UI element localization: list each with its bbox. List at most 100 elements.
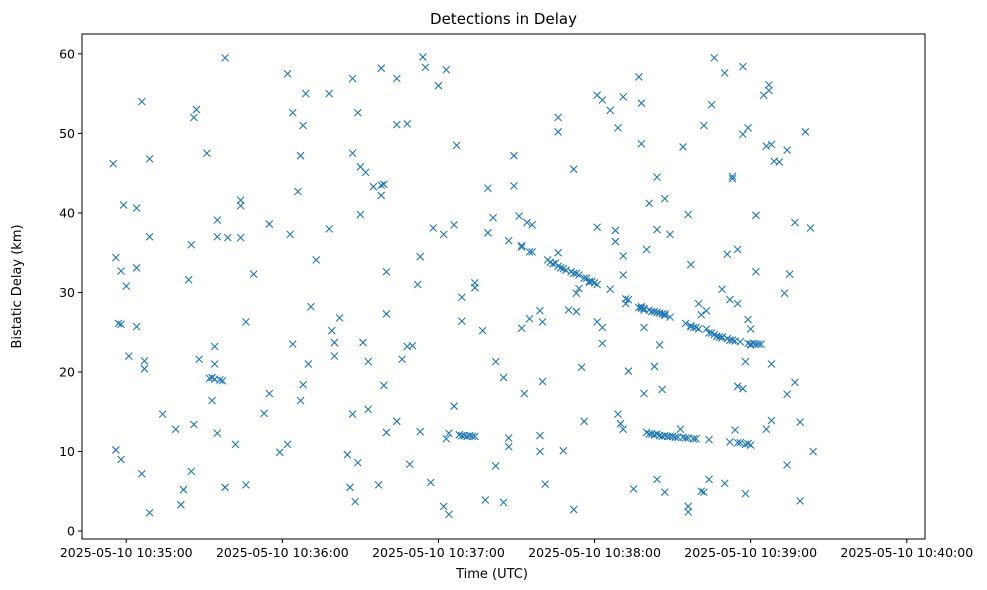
y-tick-label: 30 xyxy=(59,285,75,300)
data-point xyxy=(171,425,180,434)
data-point xyxy=(536,306,544,315)
data-point xyxy=(520,389,529,398)
data-point xyxy=(301,89,310,98)
data-point xyxy=(640,323,648,332)
data-point xyxy=(554,113,563,122)
data-point xyxy=(697,310,706,319)
data-point xyxy=(221,483,229,492)
data-point xyxy=(489,213,497,222)
data-point xyxy=(679,143,687,151)
data-point xyxy=(746,441,755,450)
data-point xyxy=(296,396,305,405)
data-point xyxy=(351,497,360,506)
data-point xyxy=(184,275,193,284)
data-point xyxy=(554,127,563,136)
data-point xyxy=(705,435,713,444)
data-point xyxy=(364,405,373,414)
data-point xyxy=(221,53,229,62)
data-point xyxy=(733,382,742,391)
data-point xyxy=(767,140,776,149)
data-point xyxy=(176,500,185,509)
data-point xyxy=(504,236,513,245)
data-point xyxy=(611,237,620,246)
data-point xyxy=(189,113,198,122)
data-point xyxy=(265,389,274,398)
data-point xyxy=(275,448,284,457)
data-point xyxy=(702,325,711,333)
data-point xyxy=(536,447,544,456)
data-point xyxy=(132,204,141,213)
data-point xyxy=(216,376,224,384)
data-point xyxy=(452,141,461,150)
data-point xyxy=(765,81,773,89)
data-point xyxy=(119,201,128,209)
data-point xyxy=(783,461,791,469)
data-point xyxy=(580,417,589,426)
data-point xyxy=(330,338,339,347)
data-point xyxy=(653,225,661,234)
data-point xyxy=(702,306,711,315)
data-point xyxy=(660,310,669,318)
data-point xyxy=(294,187,302,196)
data-point xyxy=(738,384,747,393)
data-point xyxy=(692,434,700,443)
data-point xyxy=(210,360,219,368)
y-tick-label: 10 xyxy=(59,444,75,459)
data-point xyxy=(421,63,430,72)
data-point xyxy=(733,438,742,447)
x-tick-label: 2025-05-10 10:40:00 xyxy=(840,545,973,560)
data-point xyxy=(348,410,357,419)
data-point xyxy=(484,184,492,193)
data-point xyxy=(728,174,737,183)
data-point xyxy=(203,149,211,158)
data-point xyxy=(439,230,448,239)
data-point xyxy=(283,69,292,78)
data-point xyxy=(504,434,513,442)
data-point xyxy=(187,467,196,476)
data-point xyxy=(796,418,804,426)
data-point xyxy=(325,89,334,98)
data-point xyxy=(140,356,149,365)
data-point xyxy=(666,313,674,322)
y-axis-label: Bistatic Delay (km) xyxy=(10,224,25,348)
data-point xyxy=(510,151,518,160)
data-point xyxy=(470,283,479,292)
data-point xyxy=(806,224,815,232)
data-point xyxy=(418,53,427,61)
data-point xyxy=(312,255,321,264)
data-point xyxy=(348,149,357,158)
plot-area xyxy=(82,34,925,539)
data-point xyxy=(242,318,250,326)
data-point xyxy=(681,434,690,442)
data-point xyxy=(189,420,198,429)
data-point xyxy=(392,74,401,83)
data-point xyxy=(624,295,633,304)
data-point xyxy=(731,426,739,434)
data-point xyxy=(741,489,750,498)
data-point xyxy=(637,99,646,108)
data-point xyxy=(728,336,737,345)
data-point xyxy=(684,502,693,511)
data-point xyxy=(580,274,589,283)
data-point xyxy=(307,302,315,311)
data-point xyxy=(403,119,412,128)
data-point xyxy=(785,270,794,279)
data-point xyxy=(593,280,602,289)
data-point xyxy=(124,352,133,360)
data-point xyxy=(751,267,760,276)
data-point xyxy=(111,253,120,262)
data-point xyxy=(569,505,578,514)
y-tick-label: 0 xyxy=(67,524,75,539)
scatter-points xyxy=(109,53,818,519)
data-point xyxy=(236,201,245,210)
data-point xyxy=(249,270,258,279)
data-point xyxy=(361,168,370,177)
data-point xyxy=(444,429,453,438)
data-point xyxy=(364,357,373,366)
data-point xyxy=(536,431,544,440)
data-point xyxy=(645,199,654,208)
data-point xyxy=(145,508,154,517)
data-point xyxy=(327,326,336,335)
data-point xyxy=(801,127,810,136)
